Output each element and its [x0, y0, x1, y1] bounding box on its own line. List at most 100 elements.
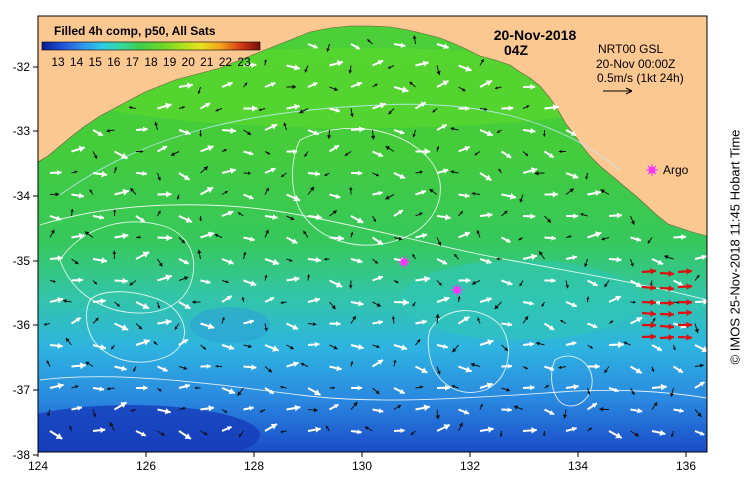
current-vector — [677, 334, 693, 341]
current-vector — [307, 256, 322, 263]
argo-float-marker[interactable] — [451, 284, 463, 296]
current-vector — [92, 344, 107, 351]
current-vector — [513, 405, 524, 410]
current-vector — [242, 251, 247, 260]
current-vector — [286, 404, 301, 412]
current-vector — [264, 344, 280, 352]
current-vector — [496, 129, 502, 134]
credit-text: © IMOS 25-Nov-2018 11:45 Hobart Time — [727, 129, 743, 365]
current-vector — [280, 385, 287, 389]
current-vector — [70, 316, 82, 325]
current-vector — [264, 151, 271, 155]
legend-tick-label: 16 — [107, 55, 121, 69]
current-vector — [479, 403, 483, 410]
current-vector — [200, 186, 214, 196]
argo-float-marker[interactable] — [398, 256, 410, 268]
current-vector — [200, 405, 215, 412]
current-vector — [302, 230, 309, 238]
current-vector — [49, 229, 55, 238]
current-vector — [565, 213, 579, 219]
current-vector — [176, 194, 180, 200]
red-current-arrows — [641, 268, 693, 341]
legend-ticks: 13 14 15 16 17 18 19 20 21 22 23 — [51, 55, 251, 69]
current-vector — [350, 126, 365, 133]
current-vector — [243, 150, 254, 156]
current-vector — [372, 408, 384, 414]
current-vector — [412, 301, 416, 307]
current-vector — [178, 258, 190, 265]
current-vector — [659, 311, 675, 318]
x-tick-label: 136 — [676, 459, 696, 473]
current-vector — [542, 430, 546, 437]
current-vector — [608, 295, 622, 303]
current-vector — [286, 193, 301, 202]
current-vector — [49, 382, 64, 390]
current-vector — [329, 107, 341, 113]
current-vector — [372, 387, 380, 395]
current-vector — [436, 65, 441, 76]
current-vector — [286, 276, 300, 283]
current-vector — [344, 151, 352, 157]
current-vector — [479, 382, 493, 389]
current-vector — [479, 58, 485, 66]
current-vector — [264, 258, 280, 266]
current-vector — [393, 359, 397, 367]
current-vector — [565, 235, 572, 239]
current-vector — [215, 108, 223, 112]
current-vector — [587, 322, 598, 329]
current-vector — [387, 65, 395, 69]
current-vector — [350, 43, 361, 50]
current-vector — [479, 297, 492, 303]
current-vector — [393, 298, 409, 306]
current-vector — [659, 323, 675, 330]
current-vector — [286, 322, 299, 331]
current-vector — [458, 277, 471, 284]
current-vector — [350, 385, 362, 391]
current-vector — [135, 251, 150, 260]
current-vector — [49, 192, 60, 197]
current-vector — [221, 316, 225, 324]
legend-tick-label: 17 — [126, 55, 140, 69]
current-vector — [65, 337, 72, 346]
sst-contour — [59, 221, 195, 314]
info-scale: 0.5m/s (1kt 24h) — [597, 71, 684, 85]
current-vector — [200, 166, 209, 174]
current-vector — [436, 280, 443, 286]
current-vector — [221, 190, 229, 195]
x-tick-label: 126 — [136, 459, 156, 473]
current-vector — [541, 301, 545, 307]
current-vector — [538, 251, 545, 260]
current-vector — [92, 386, 105, 392]
current-vector — [71, 258, 79, 265]
current-vector — [393, 209, 404, 217]
current-vector — [350, 429, 362, 435]
current-vector — [71, 145, 86, 153]
current-vector — [243, 129, 252, 136]
current-vector — [587, 231, 602, 239]
current-vector — [415, 365, 428, 374]
current-vector — [154, 121, 159, 131]
info-product: NRT00 GSL — [598, 42, 663, 56]
current-vector — [221, 295, 233, 303]
current-vector — [135, 170, 147, 177]
current-vector — [114, 150, 128, 160]
legend-tick-label: 14 — [70, 55, 84, 69]
current-vector — [178, 276, 189, 281]
current-vector — [385, 145, 395, 152]
current-vector — [85, 361, 94, 367]
current-vector — [372, 190, 383, 196]
sst-contour — [39, 376, 707, 401]
current-vector — [501, 210, 508, 217]
current-vector — [243, 364, 257, 371]
current-vector — [92, 214, 105, 220]
current-vector — [694, 323, 699, 334]
current-vector — [659, 285, 675, 292]
current-vector — [214, 233, 223, 238]
current-vector — [200, 430, 208, 436]
current-vector — [651, 383, 667, 391]
current-vector — [243, 236, 255, 242]
current-vector — [221, 344, 235, 351]
current-vector — [479, 212, 493, 218]
current-vector — [329, 344, 338, 350]
current-vector — [694, 381, 706, 389]
